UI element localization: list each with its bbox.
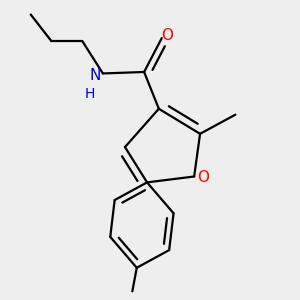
Text: O: O bbox=[161, 28, 173, 43]
Text: N: N bbox=[90, 68, 101, 83]
Text: H: H bbox=[85, 87, 95, 101]
Text: O: O bbox=[197, 170, 209, 185]
